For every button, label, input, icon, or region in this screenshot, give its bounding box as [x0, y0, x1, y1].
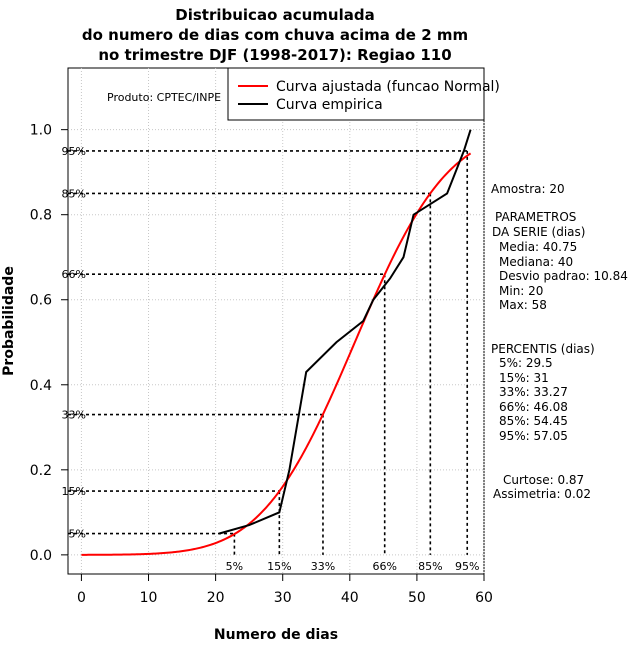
stat-p5: 5%: 29.5	[499, 356, 553, 370]
percentile-x-label: 66%	[372, 560, 396, 573]
percentile-x-label: 15%	[267, 560, 291, 573]
stat-p66: 66%: 46.08	[499, 400, 568, 414]
stat-sample-size: Amostra: 20	[491, 182, 565, 196]
percentile-y-label: 85%	[62, 187, 86, 200]
x-tick-label: 60	[475, 590, 493, 606]
stat-params-subheading: DA SERIE (dias)	[492, 225, 585, 239]
x-tick-label: 10	[140, 590, 158, 606]
legend-label-normal: Curva ajustada (funcao Normal)	[276, 79, 500, 95]
stat-std-dev: Desvio padrao: 10.84	[499, 269, 628, 283]
percentile-x-label: 95%	[455, 560, 479, 573]
statistics-panel: Amostra: 20 PARAMETROS DA SERIE (dias) M…	[491, 182, 628, 501]
y-tick-label: 0.2	[30, 463, 52, 479]
percentile-y-label: 5%	[69, 528, 86, 541]
stat-min: Min: 20	[499, 284, 543, 298]
stat-p15: 15%: 31	[499, 371, 549, 385]
x-tick-label: 30	[274, 590, 292, 606]
stat-median: Mediana: 40	[499, 255, 573, 269]
percentile-x-label: 5%	[226, 560, 243, 573]
stat-kurtosis: Curtose: 0.87	[503, 473, 584, 487]
stat-p33: 33%: 33.27	[499, 385, 568, 399]
legend: Curva ajustada (funcao Normal) Curva emp…	[227, 67, 500, 121]
legend-box	[227, 67, 485, 121]
product-label: Produto: CPTEC/INPE	[107, 91, 221, 104]
percentile-y-label: 33%	[62, 409, 86, 422]
stat-percentiles-heading: PERCENTIS (dias)	[491, 342, 595, 356]
y-tick-label: 0.8	[30, 208, 52, 224]
x-tick-label: 50	[408, 590, 426, 606]
percentile-y-label: 66%	[62, 268, 86, 281]
x-tick-label: 0	[77, 590, 86, 606]
x-tick-label: 40	[341, 590, 359, 606]
percentile-x-label: 85%	[418, 560, 442, 573]
stat-p95: 95%: 57.05	[499, 429, 568, 443]
chart-title-line-2: do numero de dias com chuva acima de 2 m…	[82, 26, 468, 44]
legend-label-empirical: Curva empirica	[276, 97, 383, 113]
y-tick-label: 0.4	[30, 378, 52, 394]
x-axis-title: Numero de dias	[214, 627, 338, 643]
stat-params-heading: PARAMETROS	[495, 210, 576, 224]
percentile-x-label: 33%	[311, 560, 335, 573]
x-tick-label: 20	[207, 590, 225, 606]
stat-p85: 85%: 54.45	[499, 414, 568, 428]
chart-title-line-3: no trimestre DJF (1998-2017): Regiao 110	[98, 46, 451, 64]
y-tick-label: 0.0	[30, 548, 52, 564]
normal-fit-curve	[81, 152, 472, 556]
plot-frame	[67, 67, 485, 575]
y-axis-title: Probabilidade	[1, 266, 17, 376]
percentile-y-label: 15%	[62, 485, 86, 498]
stat-skewness: Assimetria: 0.02	[493, 487, 591, 501]
chart-title-line-1: Distribuicao acumulada	[175, 6, 374, 24]
y-tick-label: 0.6	[30, 293, 52, 309]
y-tick-label: 1.0	[30, 123, 52, 139]
empirical-curve	[218, 129, 472, 535]
stat-max: Max: 58	[499, 298, 547, 312]
percentile-y-label: 95%	[62, 145, 86, 158]
stat-mean: Media: 40.75	[499, 240, 577, 254]
